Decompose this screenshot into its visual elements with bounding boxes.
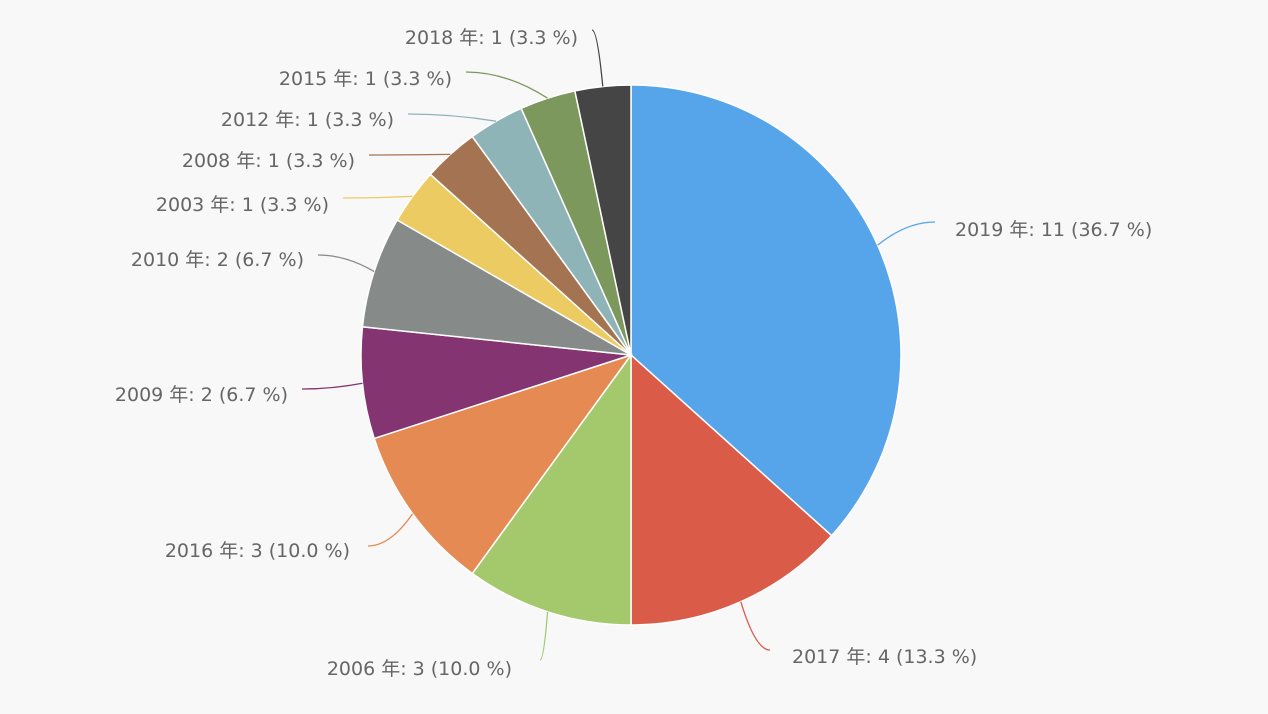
data-label-2008: 2008 年: 1 (3.3 %)	[182, 150, 355, 172]
data-label-2003: 2003 年: 1 (3.3 %)	[156, 194, 329, 216]
connector-2003	[342, 195, 413, 199]
data-label-2016: 2016 年: 3 (10.0 %)	[165, 540, 350, 562]
pie-slice-2018	[573, 84, 632, 356]
connector-2015	[465, 71, 548, 99]
connector-2018	[591, 29, 604, 87]
data-label-2017: 2017 年: 4 (13.3 %)	[792, 646, 977, 668]
connector-2017	[740, 601, 771, 651]
connector-2012	[407, 113, 497, 122]
data-label-2006: 2006 年: 3 (10.0 %)	[327, 658, 512, 680]
connector-2006	[539, 611, 549, 661]
pie-slice-2009	[360, 325, 632, 440]
data-label-2015: 2015 年: 1 (3.3 %)	[279, 68, 452, 90]
pie-slice-2010	[361, 218, 632, 356]
connector-2010	[317, 254, 375, 273]
label-connectors	[301, 29, 936, 661]
data-label-2019: 2019 年: 11 (36.7 %)	[955, 219, 1152, 241]
pie-slices	[360, 84, 902, 626]
connector-2019	[877, 221, 936, 246]
connector-2008	[368, 153, 451, 156]
pie-slice-2006	[471, 352, 632, 626]
data-labels: 2019 年: 11 (36.7 %) 2017 年: 4 (13.3 %) 200…	[115, 27, 1152, 680]
pie-slice-2019	[630, 84, 902, 537]
data-label-2012: 2012 年: 1 (3.3 %)	[221, 109, 394, 131]
data-label-2018: 2018 年: 1 (3.3 %)	[405, 27, 578, 49]
connector-2016	[367, 513, 414, 547]
pie-slice-2016	[373, 353, 633, 575]
pie-slice-2017	[630, 353, 833, 626]
connector-2009	[301, 382, 363, 390]
data-label-2010: 2010 年: 2 (6.7 %)	[131, 249, 304, 271]
data-label-2009: 2009 年: 2 (6.7 %)	[115, 384, 288, 406]
